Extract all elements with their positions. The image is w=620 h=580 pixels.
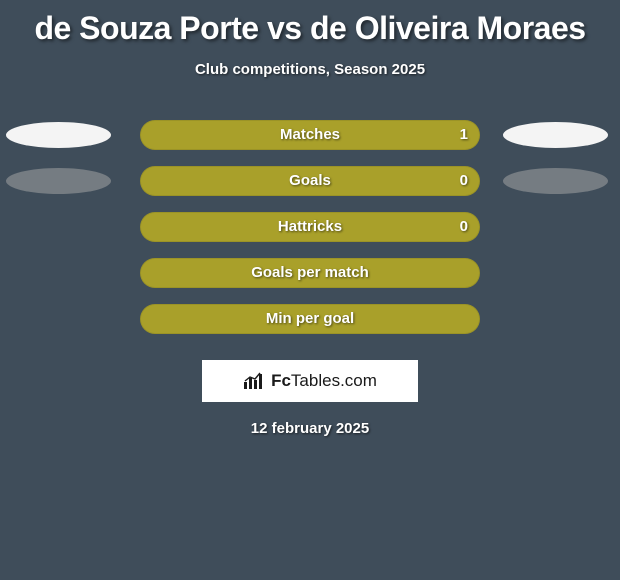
- stat-row: Min per goal: [0, 304, 620, 350]
- player-left-marker: [6, 122, 111, 148]
- stat-bar: [140, 258, 480, 288]
- stat-row: Matches 1: [0, 120, 620, 166]
- logo-text: FcTables.com: [271, 371, 377, 391]
- stat-bar: [140, 120, 480, 150]
- subtitle: Club competitions, Season 2025: [0, 61, 620, 78]
- page-title: de Souza Porte vs de Oliveira Moraes: [0, 0, 620, 47]
- logo-rest: Tables.com: [291, 371, 377, 390]
- stat-bar: [140, 212, 480, 242]
- stat-row: Goals 0: [0, 166, 620, 212]
- stat-row: Hattricks 0: [0, 212, 620, 258]
- stat-value: 0: [460, 212, 468, 242]
- player-right-marker: [503, 122, 608, 148]
- logo-strong: Fc: [271, 371, 291, 390]
- stat-row: Goals per match: [0, 258, 620, 304]
- stat-value: 0: [460, 166, 468, 196]
- player-left-marker: [6, 168, 111, 194]
- stat-rows: Matches 1 Goals 0 Hattricks 0 Goals per …: [0, 120, 620, 350]
- date-label: 12 february 2025: [0, 420, 620, 437]
- player-right-marker: [503, 168, 608, 194]
- stat-value: 1: [460, 120, 468, 150]
- chart-icon: [243, 372, 265, 390]
- stat-bar: [140, 166, 480, 196]
- stat-bar: [140, 304, 480, 334]
- source-logo: FcTables.com: [202, 360, 418, 402]
